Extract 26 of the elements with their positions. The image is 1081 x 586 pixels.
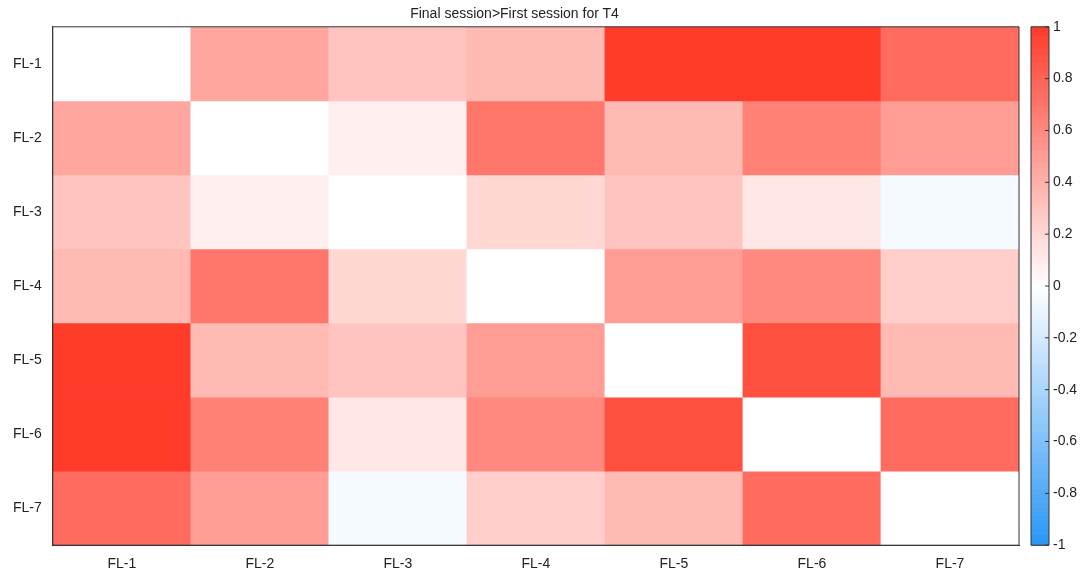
x-tick-label: FL-4 bbox=[521, 555, 551, 572]
color-bar-label: 0 bbox=[1053, 276, 1061, 293]
color-bar-label: -0.8 bbox=[1053, 484, 1078, 501]
color-bar-label: 0.2 bbox=[1053, 225, 1073, 242]
y-tick-label: FL-6 bbox=[12, 424, 42, 441]
chart-title: Final session>First session for T4 bbox=[410, 5, 620, 22]
y-tick-label: FL-7 bbox=[12, 499, 42, 516]
x-tick-label: FL-2 bbox=[245, 555, 275, 572]
color-bar-label: -0.4 bbox=[1053, 380, 1078, 397]
y-tick-label: FL-1 bbox=[12, 54, 42, 71]
x-tick-label: FL-7 bbox=[935, 555, 965, 572]
x-tick-label: FL-1 bbox=[107, 555, 137, 572]
color-bar-label: 1 bbox=[1053, 17, 1061, 34]
y-tick-label: FL-3 bbox=[12, 202, 42, 219]
y-tick-label: FL-4 bbox=[12, 276, 42, 293]
color-bar-label: -0.2 bbox=[1053, 328, 1078, 345]
color-bar-label: -0.6 bbox=[1053, 432, 1078, 449]
x-tick-label: FL-3 bbox=[383, 555, 413, 572]
color-bar-label: -1 bbox=[1053, 536, 1066, 553]
color-bar-label: 0.4 bbox=[1053, 173, 1073, 190]
color-bar-label: 0.8 bbox=[1053, 69, 1073, 86]
x-tick-label: FL-6 bbox=[797, 555, 827, 572]
color-bar-label: 0.6 bbox=[1053, 121, 1073, 138]
x-tick-label: FL-5 bbox=[659, 555, 689, 572]
y-tick-label: FL-2 bbox=[12, 128, 42, 145]
y-tick-label: FL-5 bbox=[12, 350, 42, 367]
